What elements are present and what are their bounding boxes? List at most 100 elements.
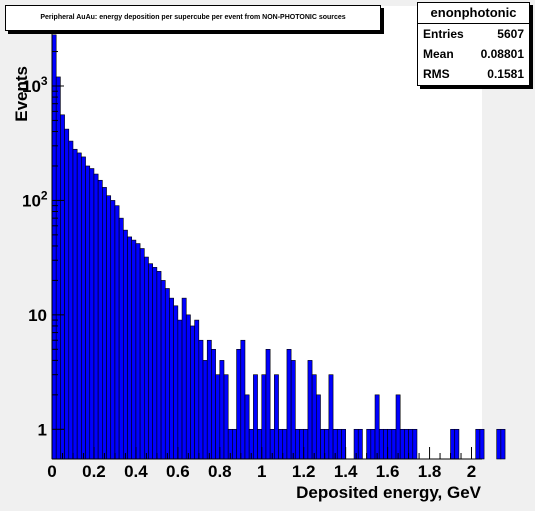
histogram-bar	[475, 428, 481, 460]
histogram-bar	[265, 349, 271, 460]
histogram-bar	[240, 339, 246, 460]
histogram-bar	[370, 428, 376, 460]
histogram-bar	[286, 349, 292, 460]
y-axis-label: Events	[12, 66, 31, 122]
histogram-bar	[202, 360, 208, 460]
x-tick-label: 1.2	[292, 462, 316, 481]
histogram-bar	[152, 267, 158, 460]
histogram-bar	[148, 263, 153, 460]
stats-box: enonphotonic Entries 5607 Mean 0.08801 R…	[417, 2, 530, 86]
x-tick-label: 1.4	[334, 462, 358, 481]
y-axis-ticks: 1 10 102 103	[22, 5, 64, 439]
y-tick-label: 102	[22, 188, 48, 210]
stats-row-rms: RMS 0.1581	[418, 64, 529, 84]
histogram-bar	[185, 314, 191, 460]
histogram-bar	[93, 173, 99, 460]
histogram-bar	[55, 76, 61, 460]
histogram-bar	[236, 349, 242, 460]
stats-label: Mean	[423, 47, 454, 61]
histogram-bar	[177, 319, 183, 460]
histogram-bar	[299, 428, 305, 460]
histogram-bar	[412, 428, 418, 460]
histogram-bar	[383, 428, 388, 460]
histogram-bar	[60, 114, 65, 460]
stats-box-title: enonphotonic	[418, 3, 529, 24]
stats-label: RMS	[423, 67, 450, 81]
y-tick-label: 103	[22, 74, 48, 96]
x-tick-label: 0.2	[82, 462, 106, 481]
histogram-bar	[68, 140, 74, 460]
x-axis-label: Deposited energy, GeV	[296, 483, 482, 502]
x-tick-label: 0	[47, 462, 56, 481]
histogram-bar	[89, 168, 95, 460]
histogram-bar	[290, 360, 296, 460]
histogram-bar	[307, 360, 313, 460]
x-tick-label: 0.6	[166, 462, 190, 481]
histogram-bar	[374, 394, 380, 460]
x-tick-label: 2	[467, 462, 476, 481]
x-tick-label: 1.6	[376, 462, 400, 481]
x-axis-ticks: 0 0.2 0.4 0.6 0.8 1 1.2 1.4 1.6 1.8 2	[47, 447, 476, 481]
histogram-bar	[274, 374, 279, 460]
histogram-bar	[135, 243, 141, 460]
histogram-bar	[206, 339, 212, 460]
histogram-bar	[311, 374, 317, 460]
histogram-bar	[244, 394, 250, 460]
histogram-bar	[366, 428, 372, 460]
histogram-bar	[500, 428, 506, 460]
histogram-bar	[76, 152, 82, 460]
histogram-bar	[181, 297, 187, 460]
x-tick-label: 1	[257, 462, 266, 481]
histogram-bar	[102, 187, 107, 460]
stats-value: 0.08801	[480, 47, 524, 61]
stats-row-entries: Entries 5607	[418, 24, 529, 44]
histogram-bar	[114, 205, 120, 460]
histogram-bar	[110, 200, 116, 460]
histogram-bar	[315, 394, 321, 460]
histogram-bar	[198, 339, 204, 460]
histogram-bar	[295, 428, 300, 460]
histogram-bar	[232, 428, 237, 460]
histogram-bar	[64, 128, 70, 460]
histogram-bar	[81, 156, 86, 460]
histogram-bar	[194, 319, 200, 460]
histogram-bar	[215, 374, 221, 460]
histogram-bar	[85, 165, 91, 460]
histogram-bar	[106, 195, 112, 460]
histogram-bar	[143, 256, 149, 460]
histogram-bar	[253, 374, 258, 460]
histogram-bar	[139, 248, 145, 460]
histogram-bar	[211, 349, 216, 460]
histogram-bar	[450, 428, 456, 460]
histogram-bar	[223, 374, 229, 460]
stats-value: 5607	[497, 27, 524, 41]
histogram-bar	[303, 428, 309, 460]
histogram-bar	[51, 34, 57, 460]
histogram-bar	[324, 428, 330, 460]
histogram-bar	[391, 428, 397, 460]
stats-label: Entries	[423, 27, 464, 41]
histogram-bar	[357, 428, 363, 460]
histogram-bar	[219, 360, 225, 460]
histogram-bar	[173, 305, 179, 460]
histogram-bar	[387, 428, 393, 460]
histogram-bar	[160, 280, 166, 460]
histogram-bar	[261, 374, 267, 460]
x-tick-label: 0.4	[124, 462, 148, 481]
histogram-bar	[164, 288, 170, 460]
stats-value: 0.1581	[487, 67, 524, 81]
histogram-bar	[328, 374, 334, 460]
histogram-bar	[278, 428, 284, 460]
histogram-bar	[72, 148, 78, 460]
histogram-bar	[404, 428, 409, 460]
chart-title: Peripheral AuAu: energy deposition per s…	[5, 5, 381, 31]
histogram-bar	[479, 428, 485, 460]
histogram-bar	[257, 428, 263, 460]
histogram-bar	[454, 428, 460, 460]
histogram-bar	[496, 428, 502, 460]
histogram-bar	[399, 428, 405, 460]
histogram-bar	[336, 428, 342, 460]
histogram-bar	[408, 428, 414, 460]
x-tick-label: 0.8	[208, 462, 232, 481]
